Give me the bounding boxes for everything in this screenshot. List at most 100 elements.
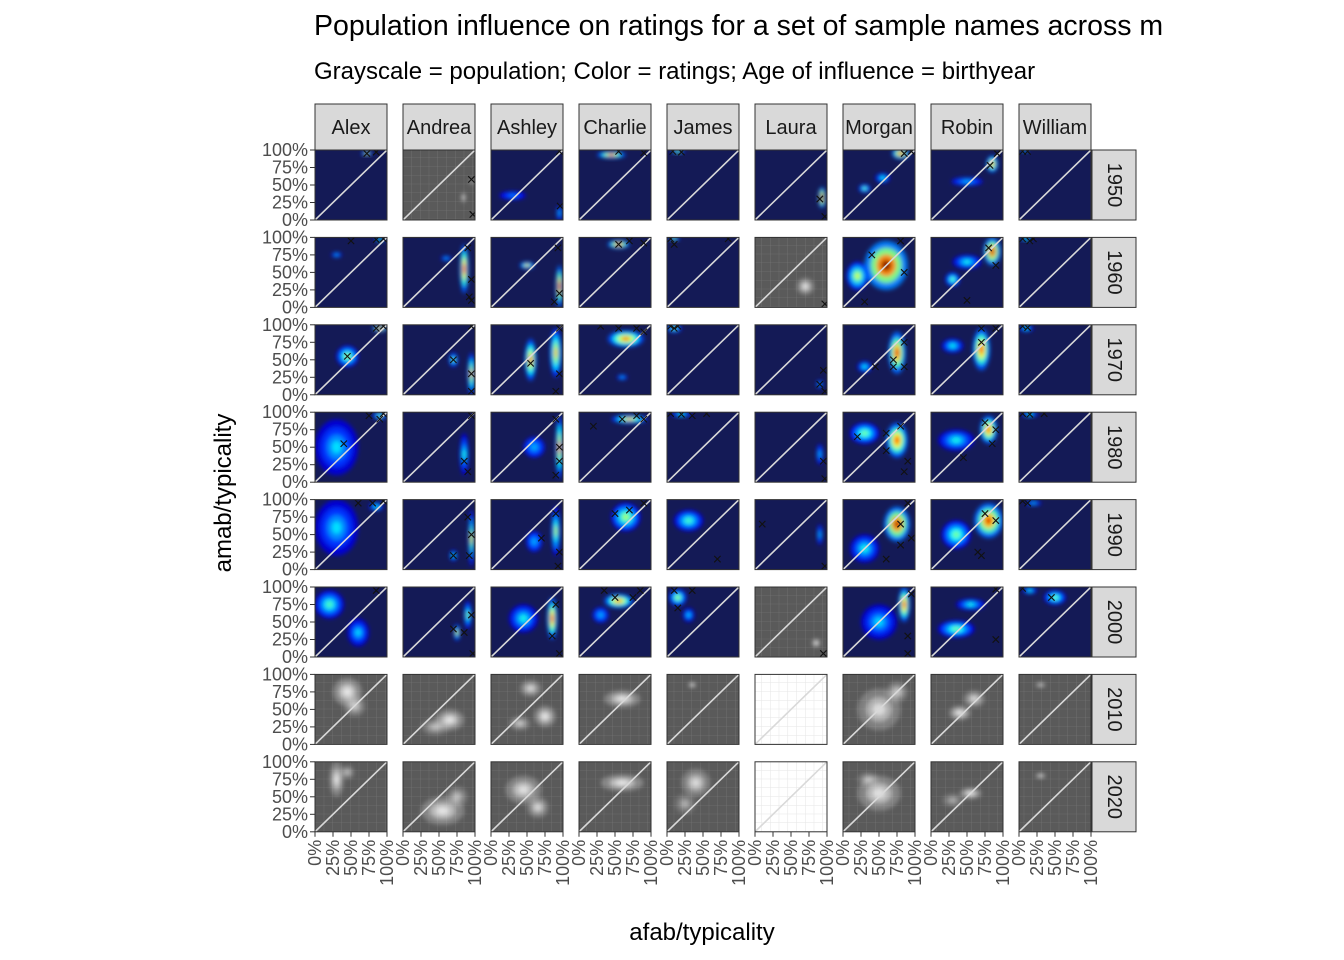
y-tick-label: 50% <box>272 612 308 632</box>
panel-border <box>578 673 652 745</box>
x-tick-label: 25% <box>851 840 871 876</box>
diagonal-line <box>403 150 475 220</box>
x-tick-label: 75% <box>1063 840 1083 876</box>
x-tick-label: 0% <box>833 840 853 866</box>
data-marker <box>369 499 377 507</box>
y-tick-label: 25% <box>272 455 308 475</box>
data-marker <box>629 593 637 602</box>
diagonal-line <box>843 761 915 832</box>
data-marker <box>372 324 380 332</box>
data-marker <box>713 555 721 563</box>
diagonal-line <box>491 237 563 308</box>
panel-border <box>930 586 1004 658</box>
data-marker <box>552 600 560 609</box>
population-blob <box>615 780 629 786</box>
data-marker <box>992 426 1000 434</box>
data-marker <box>907 590 915 598</box>
diagonal-line <box>931 587 1003 657</box>
column-strip-label: Laura <box>765 117 817 139</box>
data-marker <box>900 363 908 371</box>
y-tick-label: 75% <box>272 420 308 440</box>
density-blob <box>902 600 906 609</box>
column-strip <box>754 103 828 151</box>
diagonal-line <box>491 587 563 657</box>
data-marker <box>1024 499 1032 507</box>
diagonal-line <box>931 412 1003 483</box>
panel-Charlie-1970 <box>579 324 651 395</box>
panel-Alex-1990 <box>315 499 387 570</box>
y-tick-label: 75% <box>272 595 308 615</box>
panel-James-1960 <box>667 237 739 308</box>
population-blob <box>872 788 886 799</box>
data-marker <box>555 548 563 556</box>
data-marker <box>1026 412 1034 418</box>
panel-border <box>578 586 652 658</box>
data-marker <box>615 240 623 248</box>
density-blob <box>894 520 900 528</box>
panel-border <box>490 499 564 571</box>
diagonal-line <box>843 324 915 395</box>
y-tick-label: 0% <box>282 822 308 842</box>
diagonal-line <box>315 150 387 220</box>
data-marker <box>633 324 641 332</box>
data-marker <box>667 324 675 330</box>
x-tick-label: 0% <box>569 840 589 866</box>
panel-border <box>842 673 916 745</box>
y-tick-label: 75% <box>272 682 308 702</box>
panel-Andrea-1960 <box>403 237 475 308</box>
density-blob <box>355 629 361 636</box>
data-marker <box>640 150 648 157</box>
panel-Alex-1970 <box>315 324 387 395</box>
panel-Alex-1960 <box>315 237 387 308</box>
diagonal-line <box>315 499 387 570</box>
data-marker <box>552 415 560 423</box>
x-tick-label: 75% <box>623 840 643 876</box>
data-marker <box>963 296 971 304</box>
data-marker <box>1024 324 1032 332</box>
diagonal-line <box>1019 587 1091 657</box>
data-marker <box>816 380 824 388</box>
data-marker <box>669 150 677 155</box>
y-tick-label: 50% <box>272 437 308 457</box>
diagonal-line <box>403 237 475 308</box>
column-strip-label: Andrea <box>407 117 472 139</box>
data-marker <box>882 429 890 437</box>
population-blob <box>864 777 872 782</box>
panel-Robin-2000 <box>931 587 1003 657</box>
x-tick-label: 50% <box>517 840 537 876</box>
data-marker <box>703 412 711 418</box>
data-marker <box>900 338 908 346</box>
data-marker <box>465 552 473 560</box>
panel-James-1950 <box>667 150 739 220</box>
diagonal-line <box>667 587 739 657</box>
y-tick-label: 0% <box>282 472 308 492</box>
panel-border <box>490 586 564 658</box>
data-marker <box>677 150 685 156</box>
data-marker <box>882 447 890 455</box>
panel-Robin-1950 <box>931 150 1003 220</box>
diagonal-line <box>315 761 387 832</box>
column-strip <box>490 103 564 151</box>
density-blob <box>557 210 561 216</box>
data-marker <box>554 562 562 570</box>
data-marker <box>985 244 993 252</box>
data-marker <box>904 457 912 465</box>
density-blob <box>881 176 885 180</box>
panel-border <box>666 586 740 658</box>
column-strip-label: Charlie <box>583 117 646 139</box>
data-marker <box>556 202 563 210</box>
panel-border <box>666 149 740 221</box>
panel-border <box>402 586 476 658</box>
panel-border <box>842 149 916 221</box>
density-blob <box>855 272 860 279</box>
population-blob <box>436 806 450 815</box>
data-marker <box>981 510 989 518</box>
data-marker <box>1019 412 1027 418</box>
y-tick-label: 100% <box>262 490 308 510</box>
x-tick-label: 100% <box>377 840 397 886</box>
diagonal-line <box>315 324 387 395</box>
panel-Charlie-2010 <box>579 674 651 745</box>
x-tick-label: 50% <box>869 840 889 876</box>
panel-border <box>1018 673 1092 745</box>
data-marker <box>379 324 387 330</box>
